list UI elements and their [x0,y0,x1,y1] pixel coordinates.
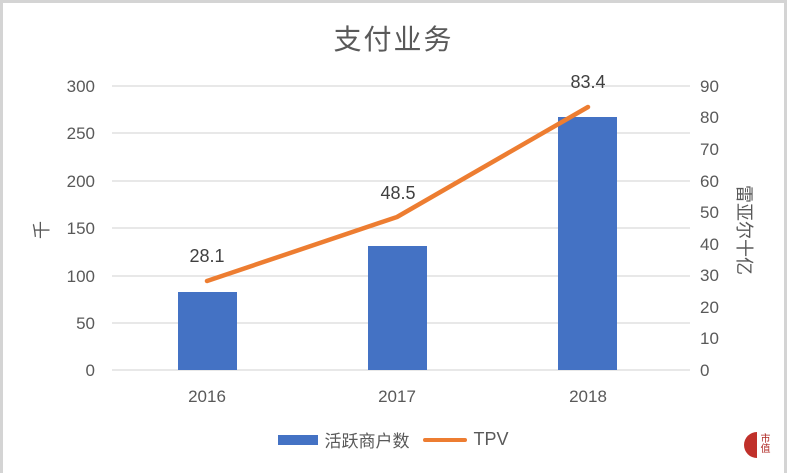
right-axis-label: 雷亚尔十亿 [733,185,754,275]
left-tick: 200 [67,172,95,191]
left-tick: 250 [67,124,95,143]
legend-label-tpv: TPV [473,429,509,449]
chart-title: 支付业务 [333,23,454,56]
right-tick: 0 [700,361,709,380]
x-axis-labels: 2016 2017 2018 [188,387,607,406]
logo-text: 市值 [758,433,769,453]
right-tick: 20 [700,298,719,317]
legend-item-tpv[interactable]: TPV [423,429,509,450]
right-tick: 60 [700,172,719,191]
left-tick: 100 [67,267,95,286]
bar-series [178,117,617,370]
right-axis-ticks: 90 80 70 60 50 40 30 20 10 0 [700,77,719,380]
bar-2016 [178,292,237,370]
data-label-2017: 48.5 [380,183,415,203]
left-tick: 0 [86,361,95,380]
right-tick: 90 [700,77,719,96]
legend-label-merchants: 活跃商户数 [324,432,410,452]
left-tick: 150 [67,219,95,238]
right-tick: 40 [700,235,719,254]
tpv-line [204,104,591,284]
left-tick: 300 [67,77,95,96]
logo-icon [744,432,770,458]
right-tick: 70 [700,140,719,159]
bar-2018 [558,117,617,370]
bar-2017 [368,246,427,370]
data-labels: 28.1 48.5 83.4 [189,72,605,266]
left-tick: 50 [76,314,95,333]
left-axis-label: 千 [32,221,53,239]
x-tick: 2018 [569,387,607,406]
right-tick: 10 [700,329,719,348]
x-tick: 2016 [188,387,226,406]
right-tick: 30 [700,266,719,285]
right-tick: 80 [700,108,719,127]
data-label-2016: 28.1 [189,246,224,266]
x-tick: 2017 [378,387,416,406]
legend: 活跃商户数 TPV [0,427,787,452]
bar-swatch-icon [278,434,319,445]
right-tick: 50 [700,203,719,222]
left-axis-ticks: 300 250 200 150 100 50 0 [67,77,95,380]
legend-item-merchants[interactable]: 活跃商户数 [278,427,409,452]
line-swatch-icon [423,437,468,442]
data-label-2018: 83.4 [570,72,605,92]
watermark-logo: 市值 [744,432,774,462]
